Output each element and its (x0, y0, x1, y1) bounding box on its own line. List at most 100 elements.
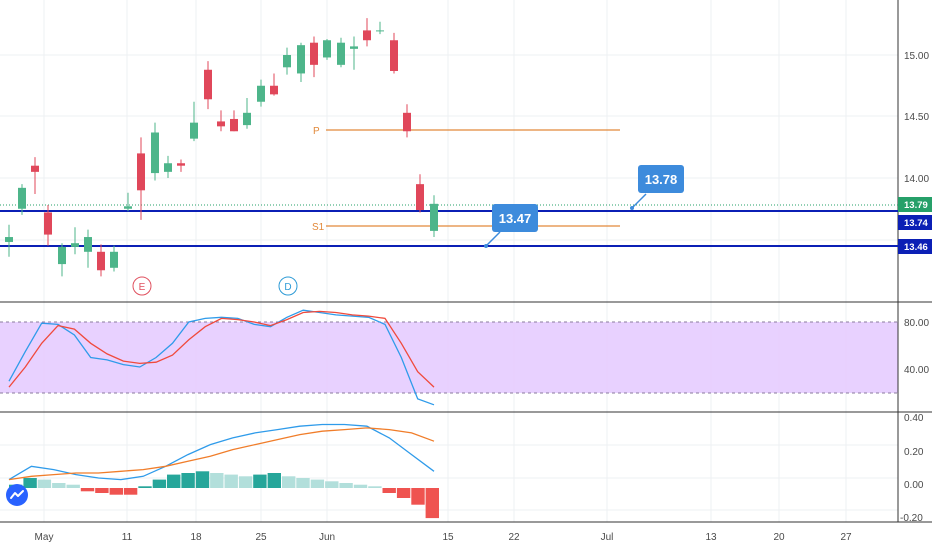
macd-histogram-bar (210, 473, 224, 488)
macd-tick: 0.40 (904, 413, 924, 424)
macd-histogram-bar (109, 488, 123, 495)
candle (283, 47, 291, 75)
time-tick: 20 (773, 532, 785, 543)
macd-tick: -0.20 (900, 513, 923, 524)
macd-histogram-bar (52, 483, 66, 488)
candle (97, 244, 105, 277)
dividend-marker[interactable]: D (278, 276, 298, 296)
callout-label: 13.47 (499, 211, 532, 226)
candle (204, 61, 212, 110)
pivot-p-label: P (313, 126, 320, 137)
macd-histogram-bar (123, 488, 138, 495)
stochastic-d-line (8, 310, 435, 388)
candle (177, 159, 185, 172)
macd-histogram-bar (267, 473, 281, 488)
time-tick: 15 (442, 532, 454, 543)
macd-histogram-bar (23, 478, 37, 488)
candle (350, 36, 358, 70)
price-tick: 14.00 (904, 174, 929, 185)
candle (430, 195, 438, 238)
macd-histogram-bar (37, 479, 52, 488)
price-callout-13-78[interactable]: 13.78 (630, 165, 684, 210)
macd-histogram-bar (195, 471, 210, 488)
candle (416, 174, 424, 213)
callout-label: 13.78 (645, 172, 678, 187)
candle (58, 243, 66, 277)
candle (337, 37, 345, 68)
macd-histogram-bar (368, 486, 382, 488)
macd-histogram-bar (353, 484, 368, 488)
price-tag-label: 13.79 (904, 200, 928, 211)
candlesticks (5, 18, 438, 277)
candle (230, 110, 238, 132)
candle (270, 73, 278, 96)
macd-histogram-bar (66, 484, 80, 488)
candle (151, 122, 159, 181)
macd-histogram-bar (238, 476, 253, 488)
macd-histogram-bar (382, 488, 396, 493)
candle (243, 98, 251, 129)
macd-line (8, 423, 435, 481)
stochastic-k-line (8, 309, 435, 406)
time-tick: 25 (255, 532, 267, 543)
macd-histogram (9, 471, 439, 519)
macd-histogram-bar (310, 479, 325, 488)
candle (124, 192, 132, 212)
time-tick: Jun (319, 532, 335, 543)
candle (44, 205, 52, 246)
macd-histogram-bar (339, 483, 353, 488)
stochastic-pane (0, 309, 898, 406)
price-tick: 15.00 (904, 51, 929, 62)
candle (18, 184, 26, 215)
candle (71, 227, 79, 255)
price-pane: P S1 E D 13.47 13.78 (0, 18, 898, 296)
candle (84, 229, 92, 268)
candle (297, 42, 305, 83)
candle (363, 18, 371, 47)
macd-histogram-bar (296, 478, 310, 488)
macd-histogram-bar (80, 488, 95, 492)
macd-histogram-bar (396, 488, 411, 498)
macd-histogram-bar (325, 481, 339, 488)
time-tick: 22 (508, 532, 520, 543)
time-tick: 13 (705, 532, 717, 543)
candle (257, 79, 265, 107)
price-tick: 14.50 (904, 112, 929, 123)
candle (31, 157, 39, 194)
stochastic-band (0, 322, 898, 393)
macd-axis[interactable]: 0.40 0.20 0.00 -0.20 (900, 413, 924, 524)
candle (217, 110, 225, 132)
earnings-marker[interactable]: E (132, 276, 152, 296)
macd-signal-line (8, 427, 435, 481)
macd-histogram-bar (253, 474, 267, 488)
candle (164, 155, 172, 178)
tradingview-logo-icon[interactable] (6, 484, 28, 506)
line-price-tag-upper: 13.74 (898, 215, 932, 230)
price-callout-13-47[interactable]: 13.47 (484, 204, 538, 248)
candle (190, 101, 198, 142)
dividend-marker-label: D (284, 282, 291, 293)
time-tick: 27 (840, 532, 852, 543)
macd-histogram-bar (425, 488, 439, 519)
earnings-marker-label: E (139, 282, 146, 293)
macd-histogram-bar (181, 473, 195, 488)
macd-tick: 0.00 (904, 480, 924, 491)
macd-histogram-bar (224, 474, 238, 488)
macd-histogram-bar (138, 486, 152, 488)
candle (5, 224, 13, 257)
macd-tick: 0.20 (904, 447, 924, 458)
candle (376, 21, 384, 35)
grid-lines (0, 0, 898, 522)
macd-histogram-bar (411, 488, 425, 505)
time-tick: 18 (190, 532, 202, 543)
line-price-tag-lower: 13.46 (898, 239, 932, 254)
price-tag-label: 13.74 (904, 218, 928, 229)
candle (323, 39, 331, 60)
stochastic-axis[interactable]: 80.00 40.00 (904, 318, 929, 376)
time-axis[interactable]: May 11 18 25 Jun 15 22 Jul 13 20 27 (35, 532, 852, 543)
time-tick: 11 (122, 532, 133, 543)
price-tags: 13.79 13.74 13.46 (898, 197, 932, 254)
price-axis[interactable]: 15.00 14.50 14.00 (904, 51, 929, 185)
candle (390, 32, 398, 74)
